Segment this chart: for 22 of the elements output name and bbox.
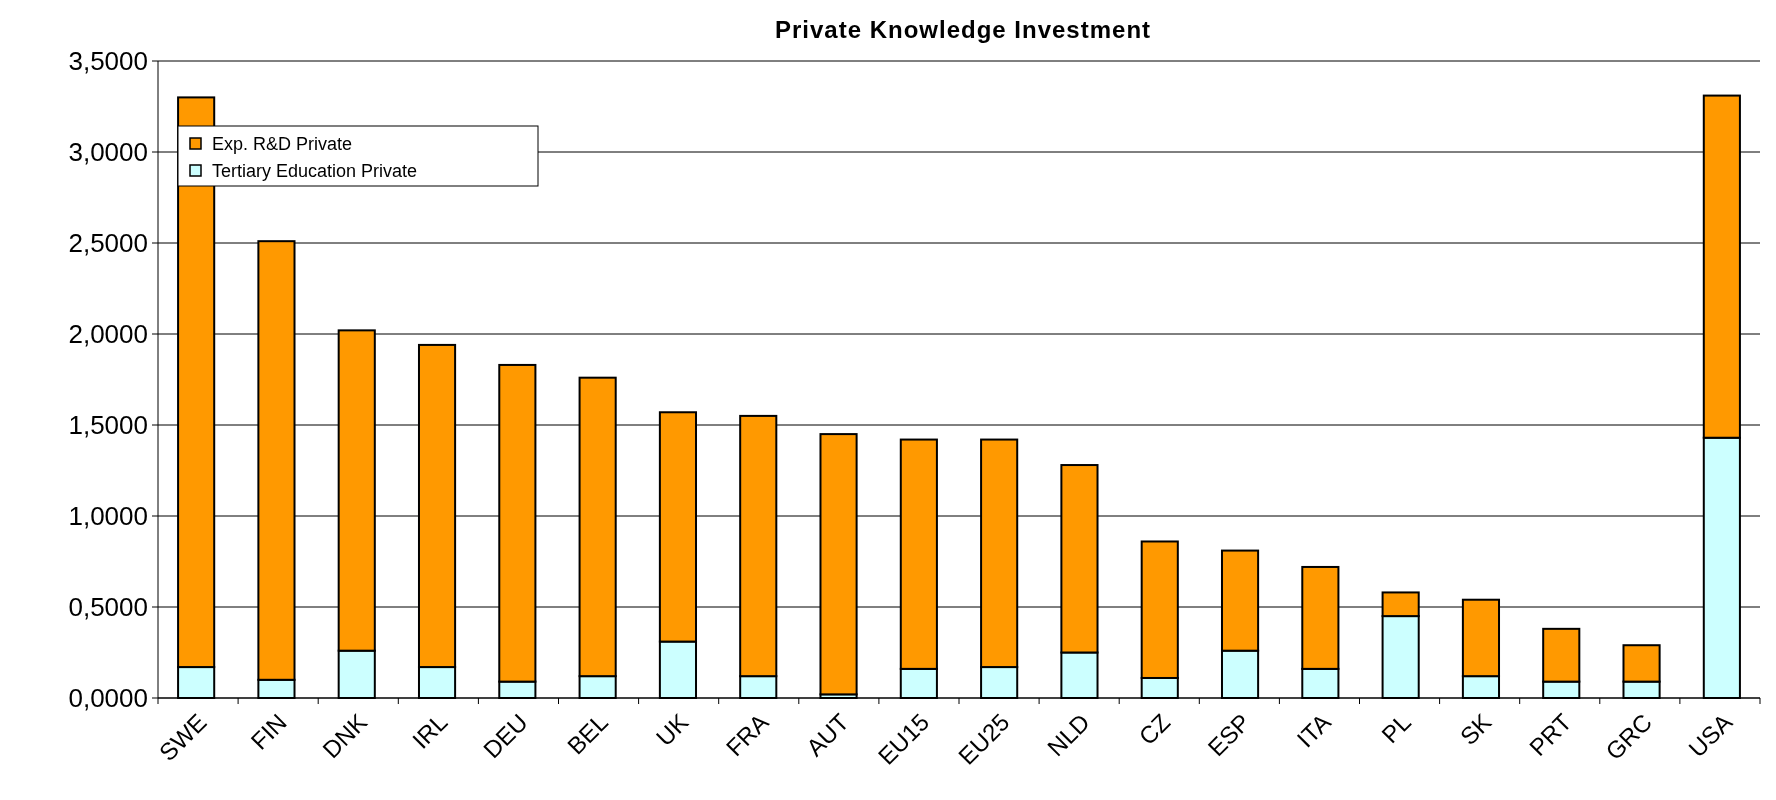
y-tick-label: 0,0000: [68, 683, 148, 714]
legend-label: Exp. R&D Private: [212, 134, 353, 155]
y-tick-label: 3,5000: [68, 46, 148, 77]
x-tick-label: BEL: [561, 708, 614, 760]
y-tick-label: 1,0000: [68, 501, 148, 532]
x-tick-label: CZ: [1133, 708, 1176, 751]
x-tick-label: SK: [1454, 708, 1497, 751]
x-tick-label: PL: [1376, 708, 1417, 749]
x-tick-label: USA: [1683, 708, 1738, 763]
x-tick-label: IRL: [406, 708, 453, 754]
legend-label: Tertiary Education Private: [212, 161, 418, 182]
x-tick-label: FIN: [245, 708, 292, 755]
y-tick-label: 1,5000: [68, 410, 148, 441]
y-tick-label: 2,0000: [68, 319, 148, 350]
y-tick-label: 2,5000: [68, 228, 148, 259]
x-tick-label: ITA: [1291, 708, 1336, 753]
y-tick-label: 0,5000: [68, 592, 148, 623]
chart-title: Private Knowledge Investment: [774, 16, 1152, 43]
x-tick-label: FRA: [720, 708, 774, 762]
x-tick-label: NLD: [1041, 708, 1095, 762]
y-tick-label: 3,0000: [68, 137, 148, 168]
x-tick-label: UK: [650, 708, 694, 751]
